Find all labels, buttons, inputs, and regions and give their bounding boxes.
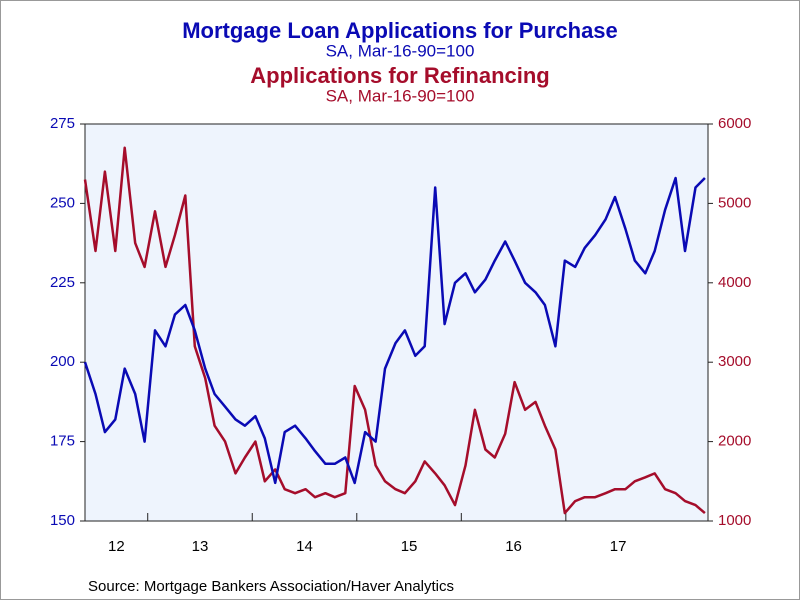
y2-tick-label: 1000 — [718, 512, 751, 529]
y-tick-label: 175 — [50, 433, 75, 450]
y2-tick-label: 4000 — [718, 274, 751, 291]
x-tick-label: 12 — [108, 538, 125, 555]
y-tick-label: 225 — [50, 274, 75, 291]
series-line — [83, 146, 706, 515]
x-tick-label: 16 — [505, 538, 522, 555]
y2-tick-label: 5000 — [718, 194, 751, 211]
x-tick-label: 13 — [192, 538, 209, 555]
chart-title: Mortgage Loan Applications for Purchase — [182, 18, 618, 43]
y-tick-label: 150 — [50, 512, 75, 529]
plot-area — [84, 123, 709, 522]
source: Source: Mortgage Bankers Association/Hav… — [88, 578, 454, 595]
y-tick-label: 200 — [50, 353, 75, 370]
x-tick-label: 15 — [401, 538, 418, 555]
series-line — [83, 176, 706, 485]
y2-tick-label: 6000 — [718, 115, 751, 132]
chart-subtitle-2: SA, Mar-16-90=100 — [326, 86, 475, 105]
chart-title-2: Applications for Refinancing — [250, 63, 549, 88]
y2-tick-label: 2000 — [718, 433, 751, 450]
y2-tick-label: 3000 — [718, 353, 751, 370]
x-tick-label: 14 — [296, 538, 313, 555]
y-tick-label: 275 — [50, 115, 75, 132]
x-tick-label: 17 — [610, 538, 627, 555]
chart-subtitle: SA, Mar-16-90=100 — [326, 41, 475, 60]
y-tick-label: 250 — [50, 194, 75, 211]
